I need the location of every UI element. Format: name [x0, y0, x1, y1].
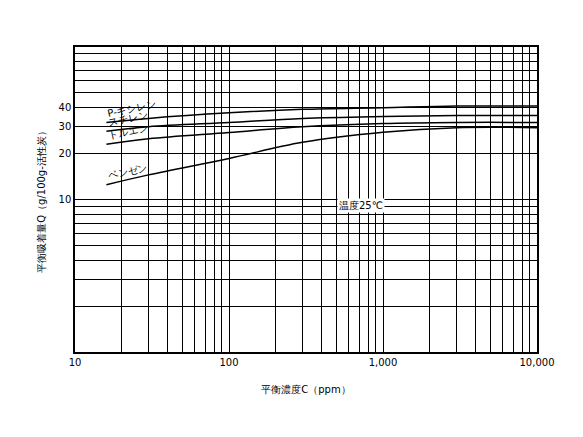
svg-text:20: 20 [59, 148, 72, 159]
svg-text:10: 10 [59, 194, 72, 205]
svg-text:1,000: 1,000 [369, 357, 398, 368]
svg-text:10: 10 [69, 357, 82, 368]
svg-text:スチレン: スチレン [107, 109, 148, 128]
svg-text:P-キシレン: P-キシレン [106, 98, 157, 119]
svg-text:平衡吸着量Q（g/100g-活性炭）: 平衡吸着量Q（g/100g-活性炭） [36, 126, 47, 273]
svg-text:平衡濃度C（ppm）: 平衡濃度C（ppm） [261, 384, 350, 395]
svg-text:温度25℃: 温度25℃ [339, 200, 383, 211]
svg-text:トルエン: トルエン [107, 122, 148, 141]
svg-text:ベンゼン: ベンゼン [107, 162, 148, 181]
svg-text:30: 30 [59, 121, 72, 132]
svg-text:40: 40 [59, 102, 72, 113]
svg-text:10,000: 10,000 [520, 357, 555, 368]
svg-text:100: 100 [219, 357, 238, 368]
